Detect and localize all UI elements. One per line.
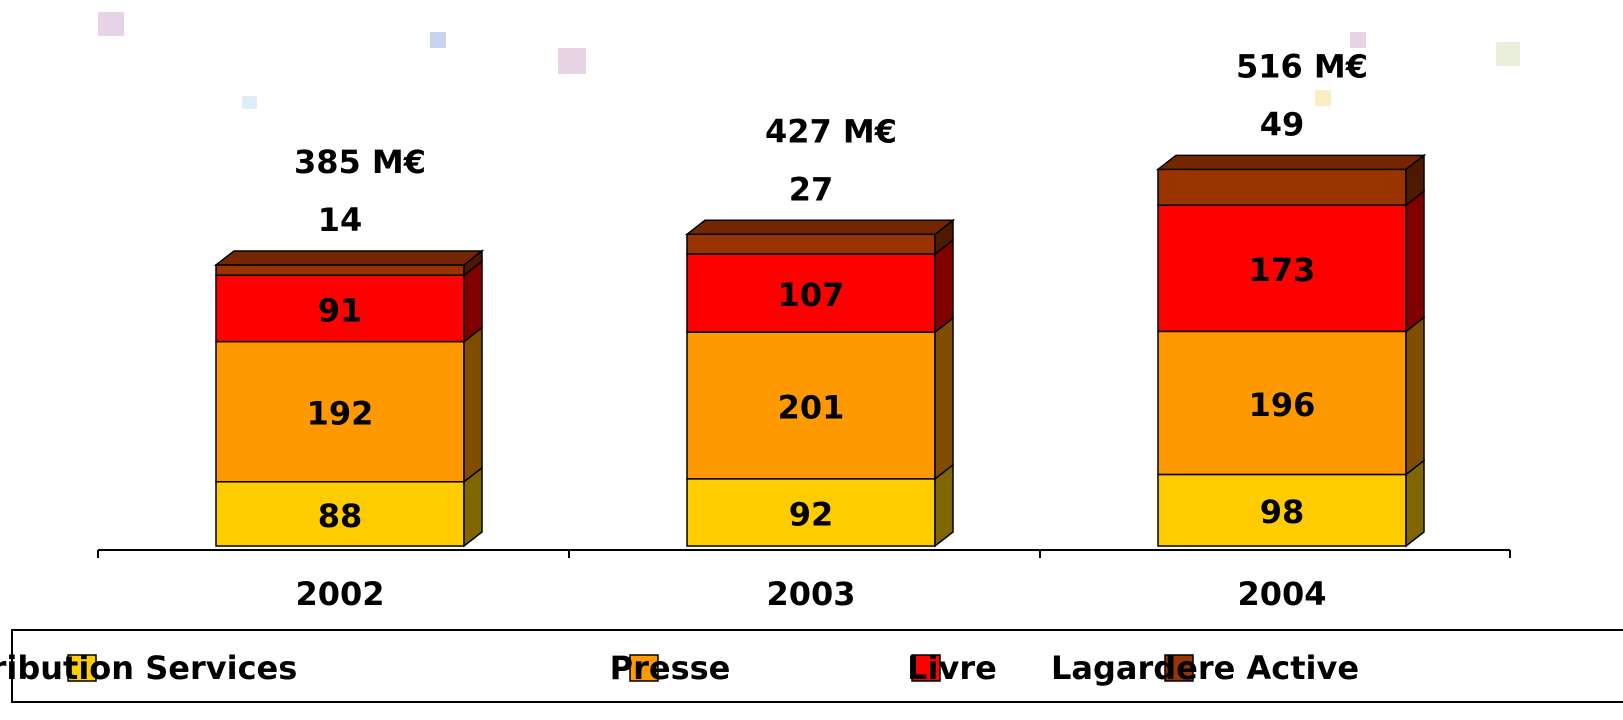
data-label: 201	[778, 388, 845, 426]
bar-segment	[215, 264, 465, 276]
bar-segment	[1157, 204, 1407, 333]
total-label: 427 M€	[765, 112, 897, 150]
data-label: 14	[318, 201, 363, 239]
data-label: 173	[1249, 251, 1316, 289]
bar-side	[1405, 189, 1425, 333]
data-label: 107	[778, 276, 845, 314]
legend-label: Presse	[610, 649, 731, 687]
data-label: 98	[1260, 493, 1305, 531]
bar-segment	[215, 481, 465, 547]
legend-swatch	[629, 654, 659, 682]
bar-top	[684, 219, 956, 236]
bar-side	[1405, 315, 1425, 476]
legend-label: Livre	[907, 649, 997, 687]
data-label: 49	[1260, 105, 1305, 143]
total-label: 516 M€	[1236, 47, 1368, 85]
legend-label: Distribution Services	[0, 649, 297, 687]
bar-segment	[215, 340, 465, 483]
bar-side	[934, 238, 954, 334]
bar-segment	[1157, 330, 1407, 476]
total-label: 385 M€	[294, 143, 426, 181]
data-label: 192	[307, 395, 374, 433]
x-tick-label: 2002	[295, 575, 384, 613]
x-tick-label: 2004	[1237, 575, 1326, 613]
bar-side	[463, 326, 483, 484]
bar-top	[213, 250, 485, 266]
data-label: 196	[1249, 386, 1316, 424]
decoration	[98, 12, 1520, 109]
bar-segment	[1157, 168, 1407, 206]
legend-label: Lagardere Active	[1051, 649, 1359, 687]
bar-segment	[686, 233, 936, 255]
bar-segment	[686, 478, 936, 547]
bar-segment	[215, 274, 465, 343]
data-label: 27	[789, 170, 834, 208]
legend-swatch	[67, 654, 97, 682]
data-label: 91	[318, 291, 363, 329]
legend	[11, 629, 1623, 703]
bar-segment	[1157, 473, 1407, 547]
legend-swatch	[1164, 654, 1194, 682]
bar-side	[934, 316, 954, 481]
bar-top	[1155, 154, 1427, 171]
bar-segment	[686, 331, 936, 480]
data-label: 88	[318, 497, 363, 535]
data-label: 92	[789, 495, 834, 533]
legend-swatch	[911, 654, 941, 682]
x-tick-label: 2003	[766, 575, 855, 613]
